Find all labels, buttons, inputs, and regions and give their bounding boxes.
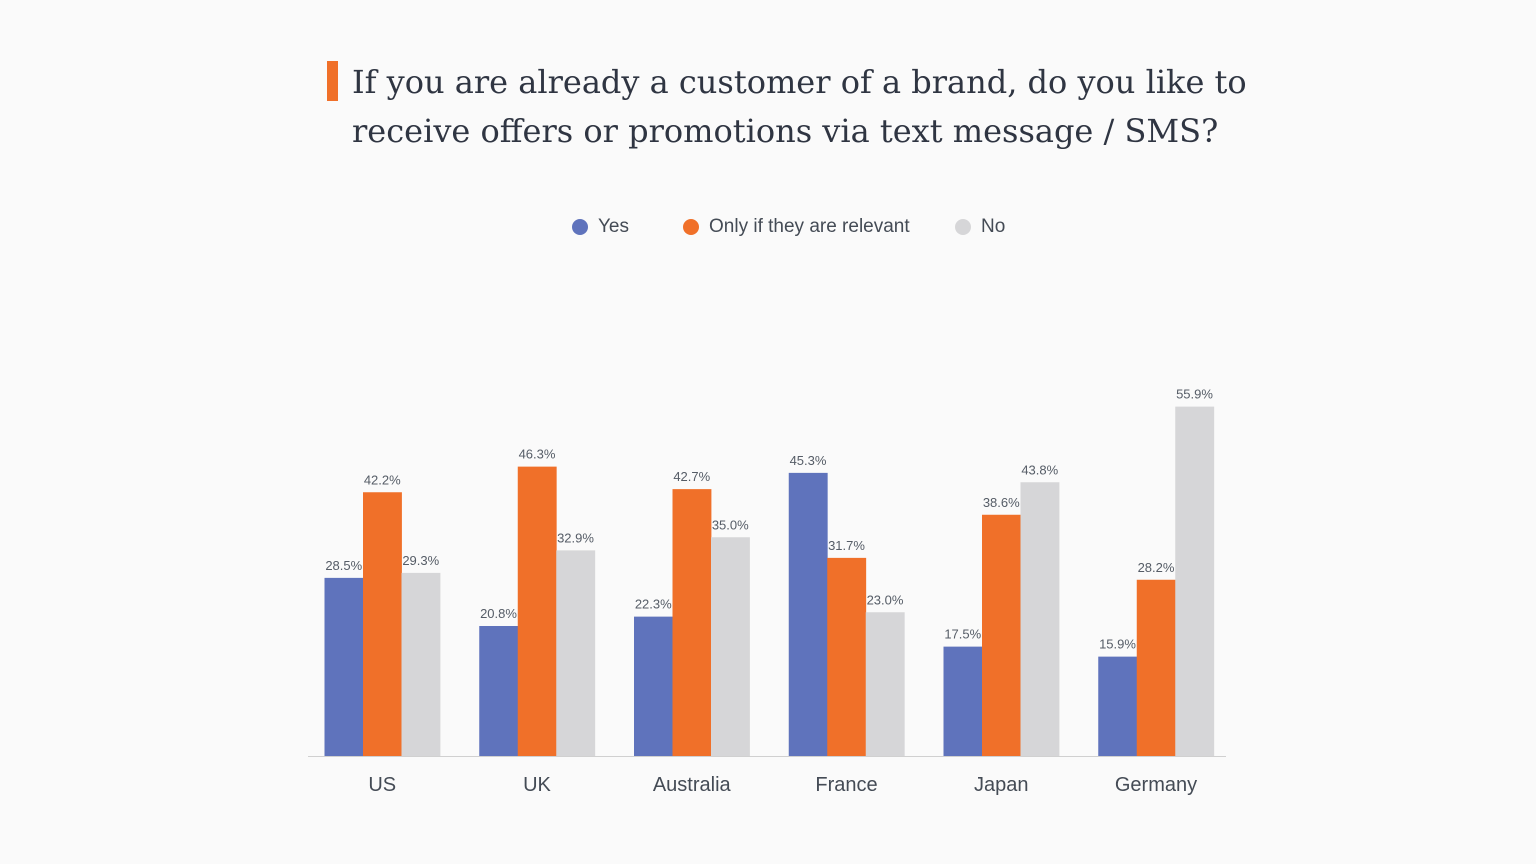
bar-germany-yes — [1098, 656, 1138, 756]
chart-title: If you are already a customer of a brand… — [352, 58, 1252, 156]
data-label-uk-only-if-they-are-relevant: 46.3% — [519, 447, 556, 462]
legend-label-yes: Yes — [598, 216, 629, 237]
data-label-france-only-if-they-are-relevant: 31.7% — [828, 538, 865, 553]
x-tick-label-france: France — [815, 774, 877, 796]
legend-label-only-if-relevant: Only if they are relevant — [709, 216, 910, 237]
data-label-uk-no: 32.9% — [557, 530, 594, 545]
x-tick-label-japan: Japan — [974, 774, 1029, 796]
data-label-germany-only-if-they-are-relevant: 28.2% — [1138, 560, 1175, 575]
data-label-japan-no: 43.8% — [1021, 462, 1058, 477]
x-tick-label-australia: Australia — [653, 774, 732, 796]
bar-japan-no — [1020, 482, 1060, 756]
legend-dot-yes — [572, 219, 588, 235]
bar-australia-no — [711, 537, 750, 756]
data-label-australia-yes: 22.3% — [635, 597, 672, 612]
bar-germany-only-if-they-are-relevant — [1136, 579, 1176, 756]
bar-australia-only-if-they-are-relevant — [672, 489, 712, 756]
bar-france-only-if-they-are-relevant — [827, 557, 867, 756]
bar-germany-no — [1175, 406, 1215, 756]
data-label-france-yes: 45.3% — [790, 453, 827, 468]
bar-japan-only-if-they-are-relevant — [982, 514, 1021, 756]
data-label-japan-only-if-they-are-relevant: 38.6% — [983, 495, 1020, 510]
chart-legend: Yes Only if they are relevant No — [0, 213, 1536, 241]
data-label-germany-yes: 15.9% — [1099, 637, 1136, 652]
bar-uk-only-if-they-are-relevant — [517, 466, 557, 756]
bar-us-only-if-they-are-relevant — [363, 492, 402, 756]
data-label-germany-no: 55.9% — [1176, 387, 1213, 402]
legend-item-yes[interactable]: Yes — [572, 213, 629, 241]
legend-label-no: No — [981, 216, 1006, 237]
chart-title-line-2: receive offers or promotions via text me… — [352, 112, 1219, 150]
legend-dot-no — [955, 219, 971, 235]
chart-title-line-1: If you are already a customer of a brand… — [352, 63, 1247, 101]
x-tick-label-germany: Germany — [1115, 774, 1197, 796]
bar-australia-yes — [634, 616, 673, 756]
bar-us-yes — [324, 577, 364, 756]
x-tick-label-uk: UK — [523, 774, 551, 796]
x-tick-label-us: US — [368, 774, 396, 796]
data-label-japan-yes: 17.5% — [944, 627, 981, 642]
bar-uk-yes — [479, 626, 519, 756]
legend-item-no[interactable]: No — [955, 213, 1005, 241]
legend-item-only-if-relevant[interactable]: Only if they are relevant — [683, 213, 910, 241]
data-label-us-no: 29.3% — [402, 553, 439, 568]
bar-us-no — [401, 572, 441, 756]
data-label-australia-no: 35.0% — [712, 517, 749, 532]
bar-france-no — [865, 612, 905, 756]
data-label-australia-only-if-they-are-relevant: 42.7% — [673, 469, 710, 484]
bar-uk-no — [556, 550, 596, 756]
data-label-us-only-if-they-are-relevant: 42.2% — [364, 472, 401, 487]
title-accent-bar — [327, 61, 338, 101]
data-label-uk-yes: 20.8% — [480, 606, 517, 621]
bar-japan-yes — [943, 646, 983, 756]
data-label-france-no: 23.0% — [867, 592, 904, 607]
legend-dot-only-if-relevant — [683, 219, 699, 235]
bar-france-yes — [788, 472, 828, 756]
data-label-us-yes: 28.5% — [325, 558, 362, 573]
